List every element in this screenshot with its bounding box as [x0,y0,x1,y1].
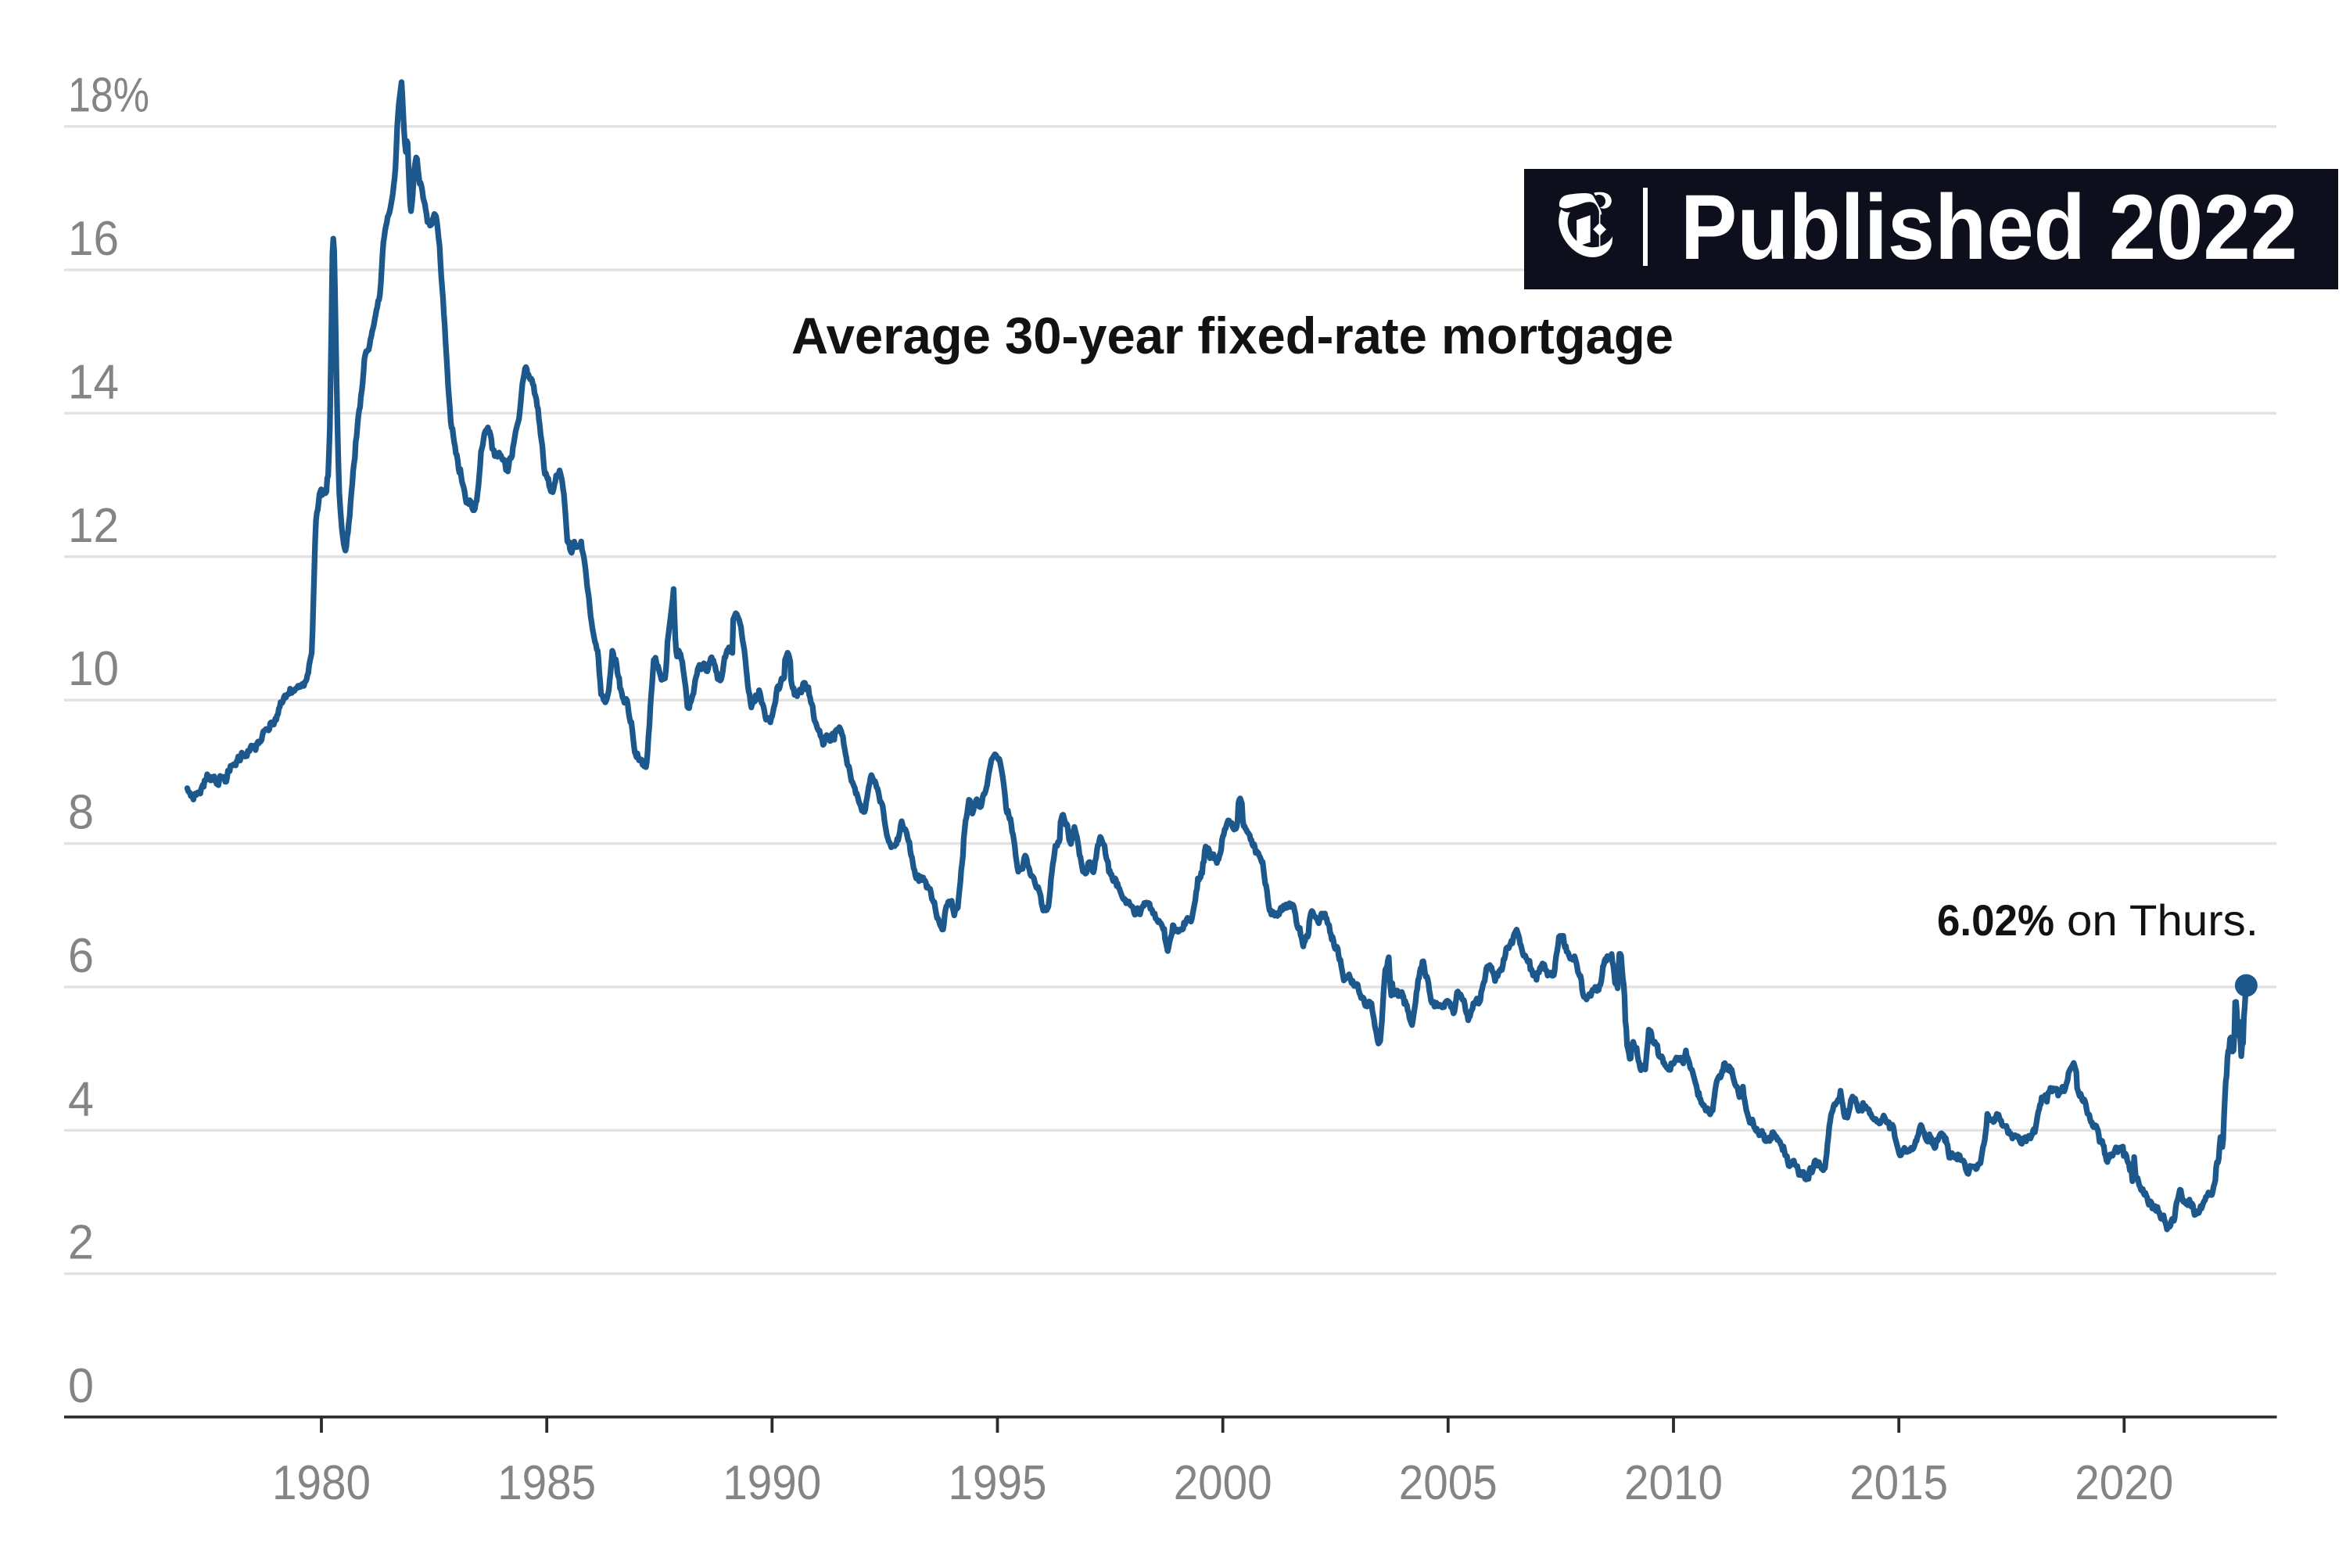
svg-text:1990: 1990 [723,1456,821,1510]
svg-text:2000: 2000 [1174,1456,1272,1510]
svg-text:8: 8 [68,786,94,840]
svg-text:2: 2 [68,1216,94,1270]
svg-text:2010: 2010 [1624,1456,1723,1510]
svg-text:6: 6 [68,929,94,983]
svg-text:18%: 18% [68,69,149,123]
svg-text:1985: 1985 [497,1456,596,1510]
svg-text:1995: 1995 [949,1456,1047,1510]
svg-text:on Thurs.: on Thurs. [2067,895,2258,945]
svg-text:2020: 2020 [2075,1456,2173,1510]
svg-text:Average 30-year fixed-rate mor: Average 30-year fixed-rate mortgage [791,307,1673,364]
svg-text:1980: 1980 [272,1456,371,1510]
svg-text:12: 12 [68,499,119,553]
svg-text:6.02%: 6.02% [1937,895,2054,945]
svg-text:16: 16 [68,212,119,266]
svg-text:2005: 2005 [1399,1456,1498,1510]
svg-text:10: 10 [68,642,119,696]
svg-text:0: 0 [68,1359,94,1413]
svg-text:4: 4 [68,1072,94,1126]
svg-text:Published 2022: Published 2022 [1681,176,2298,279]
svg-text:2015: 2015 [1849,1456,1948,1510]
svg-text:14: 14 [68,355,119,409]
